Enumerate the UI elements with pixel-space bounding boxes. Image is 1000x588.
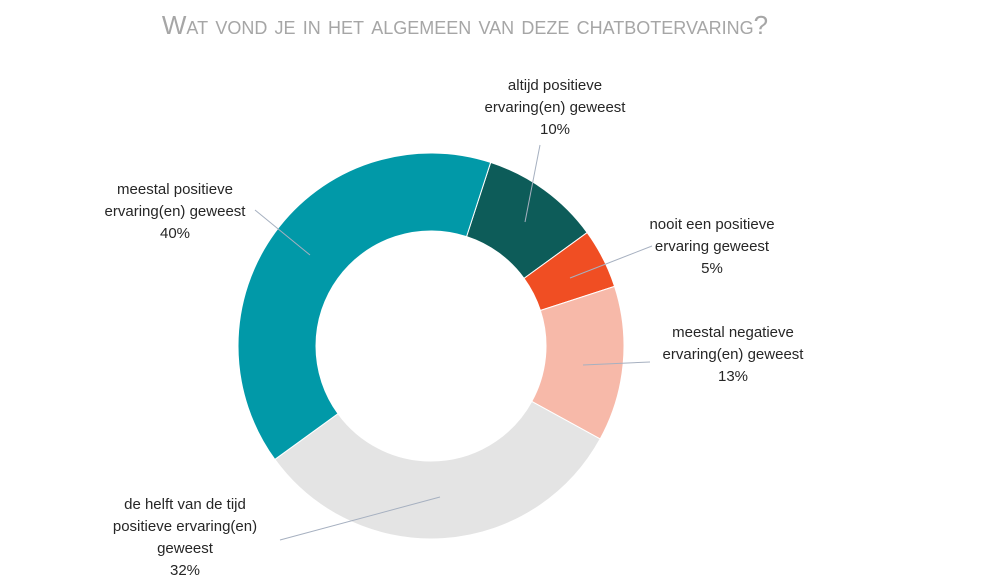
category-label: meestal positieve ervaring(en) geweest <box>104 181 246 220</box>
data-label: de helft van de tijd positieve ervaring(… <box>95 494 275 582</box>
leader-line <box>279 496 441 541</box>
leader-line <box>254 209 311 256</box>
chart-title: Wat vond je in het algemeen van deze cha… <box>161 10 769 40</box>
category-label: meestal negatieve ervaring(en) geweest <box>662 324 804 363</box>
value-label: 10% <box>539 121 571 138</box>
donut-segment <box>274 400 601 540</box>
leader-line <box>569 245 653 279</box>
category-label: altijd positieve ervaring(en) geweest <box>484 77 626 116</box>
leader-line <box>582 361 651 366</box>
value-label: 32% <box>169 562 201 579</box>
data-label: meestal negatieve ervaring(en) geweest 13… <box>643 322 823 388</box>
value-label: 5% <box>701 260 723 277</box>
data-label: nooit een positieve ervaring geweest 5% <box>642 214 782 280</box>
category-label: de helft van de tijd positieve ervaring(… <box>112 496 258 557</box>
value-label: 40% <box>159 225 191 242</box>
donut-segment <box>237 152 492 461</box>
category-label: nooit een positieve ervaring geweest <box>649 216 775 255</box>
data-label: altijd positieve ervaring(en) geweest 10% <box>470 75 640 141</box>
leader-line <box>524 144 541 223</box>
value-label: 13% <box>717 368 749 385</box>
data-label: meestal positieve ervaring(en) geweest 40… <box>90 179 260 245</box>
